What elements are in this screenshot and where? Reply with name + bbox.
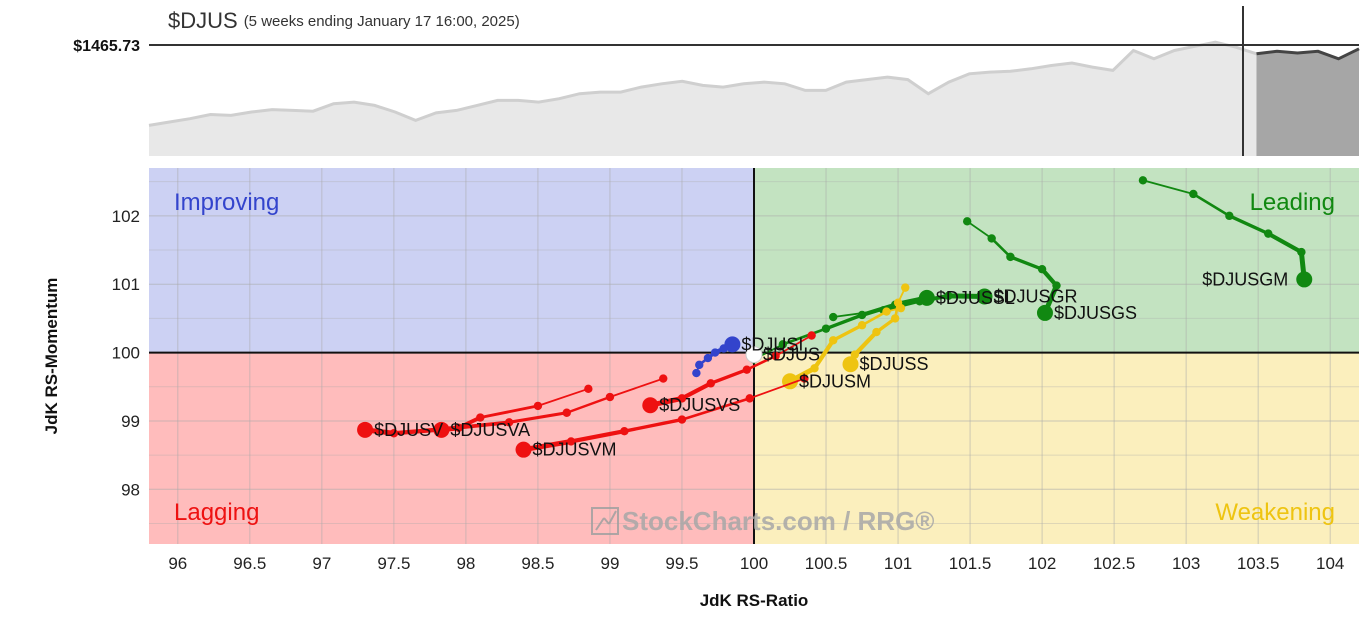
- tail-point: [858, 321, 866, 329]
- y-tick-label: 98: [121, 480, 140, 499]
- tail-point: [858, 311, 866, 319]
- x-tick-label: 97.5: [377, 554, 410, 573]
- price-tail-fill: [1256, 49, 1359, 156]
- x-tick-label: 98: [456, 554, 475, 573]
- rrg-plot: Improving Leading Lagging Weakening Stoc…: [149, 168, 1359, 544]
- series-head-point: [642, 397, 658, 413]
- tail-point: [745, 394, 753, 402]
- quadrant-label-improving: Improving: [174, 189, 279, 216]
- tail-point: [620, 427, 628, 435]
- x-tick-label: 99.5: [665, 554, 698, 573]
- series-head-point: [1037, 305, 1053, 321]
- tail-point: [897, 304, 905, 312]
- series-label-djusvm: $DJUSVM: [533, 440, 617, 460]
- series-label-djusi: $DJUSI: [741, 334, 803, 354]
- chart-symbol-title: $DJUS: [168, 8, 238, 33]
- y-axis-title: JdK RS-Momentum: [42, 278, 61, 435]
- tail-point: [882, 307, 890, 315]
- chart-subtitle: (5 weeks ending January 17 16:00, 2025): [244, 13, 520, 30]
- tail-point: [829, 313, 837, 321]
- tail-point: [606, 393, 614, 401]
- series-label-djusm: $DJUSM: [799, 371, 871, 391]
- x-axis-title: JdK RS-Ratio: [700, 591, 809, 610]
- tail-point: [1038, 265, 1046, 273]
- y-tick-label: 100: [112, 344, 140, 363]
- series-label-djussl: $DJUSSL: [936, 288, 1015, 308]
- tail-point: [807, 331, 815, 339]
- x-tick-label: 101.5: [949, 554, 992, 573]
- series-head-point: [919, 290, 935, 306]
- tail-point: [695, 361, 703, 369]
- x-tick-label: 97: [312, 554, 331, 573]
- tail-point: [891, 314, 899, 322]
- tail-point: [829, 336, 837, 344]
- tail-point: [1189, 190, 1197, 198]
- tail-point: [901, 283, 909, 291]
- series-label-djusva: $DJUSVA: [450, 420, 530, 440]
- series-head-point: [516, 442, 532, 458]
- tail-point: [1139, 176, 1147, 184]
- x-tick-label: 96.5: [233, 554, 266, 573]
- y-tick-label: 101: [112, 275, 140, 294]
- tail-point: [704, 354, 712, 362]
- tail-point: [963, 217, 971, 225]
- quadrant-label-weakening: Weakening: [1215, 499, 1335, 526]
- tail-point: [692, 369, 700, 377]
- y-tick-label: 99: [121, 412, 140, 431]
- series-label-djusvs: $DJUSVS: [659, 395, 740, 415]
- tail-point: [743, 365, 751, 373]
- x-tick-label: 99: [600, 554, 619, 573]
- tail-point: [707, 379, 715, 387]
- y-axis-ticks: 98 99 100 101 102: [112, 207, 140, 499]
- tail-point: [563, 409, 571, 417]
- x-tick-label: 102.5: [1093, 554, 1136, 573]
- series-head-point: [843, 356, 859, 372]
- y-tick-label: 102: [112, 207, 140, 226]
- series-head-point: [724, 336, 740, 352]
- x-tick-label: 100.5: [805, 554, 848, 573]
- quadrant-label-leading: Leading: [1250, 189, 1335, 216]
- price-area-fill: [149, 42, 1257, 156]
- x-axis-ticks: 96 96.5 97 97.5 98 98.5 99 99.5 100 100.5 101 101.5…: [168, 554, 1344, 573]
- tail-point: [1264, 229, 1272, 237]
- tail-point: [1225, 212, 1233, 220]
- x-tick-label: 102: [1028, 554, 1056, 573]
- x-tick-label: 103.5: [1237, 554, 1280, 573]
- series-label-djusgm: $DJUSGM: [1202, 269, 1288, 289]
- series-label-djusv: $DJUSV: [374, 420, 443, 440]
- x-tick-label: 101: [884, 554, 912, 573]
- tail-point: [659, 374, 667, 382]
- tail-point: [822, 324, 830, 332]
- series-head-point: [357, 422, 373, 438]
- tail-point: [584, 385, 592, 393]
- x-tick-label: 104: [1316, 554, 1344, 573]
- stockcharts-watermark: StockCharts.com / RRG®: [592, 506, 934, 536]
- x-tick-label: 98.5: [521, 554, 554, 573]
- x-tick-label: 96: [168, 554, 187, 573]
- tail-point: [678, 415, 686, 423]
- current-price-label: $1465.73: [73, 38, 140, 55]
- tail-point: [1006, 253, 1014, 261]
- tail-point: [987, 234, 995, 242]
- watermark-text: StockCharts.com / RRG®: [622, 506, 934, 536]
- tail-point: [711, 348, 719, 356]
- x-tick-label: 103: [1172, 554, 1200, 573]
- tail-point: [534, 402, 542, 410]
- series-head-point: [1296, 271, 1312, 287]
- tail-point: [1297, 248, 1305, 256]
- tail-point: [872, 328, 880, 336]
- quadrant-label-lagging: Lagging: [174, 499, 259, 526]
- x-tick-label: 100: [740, 554, 768, 573]
